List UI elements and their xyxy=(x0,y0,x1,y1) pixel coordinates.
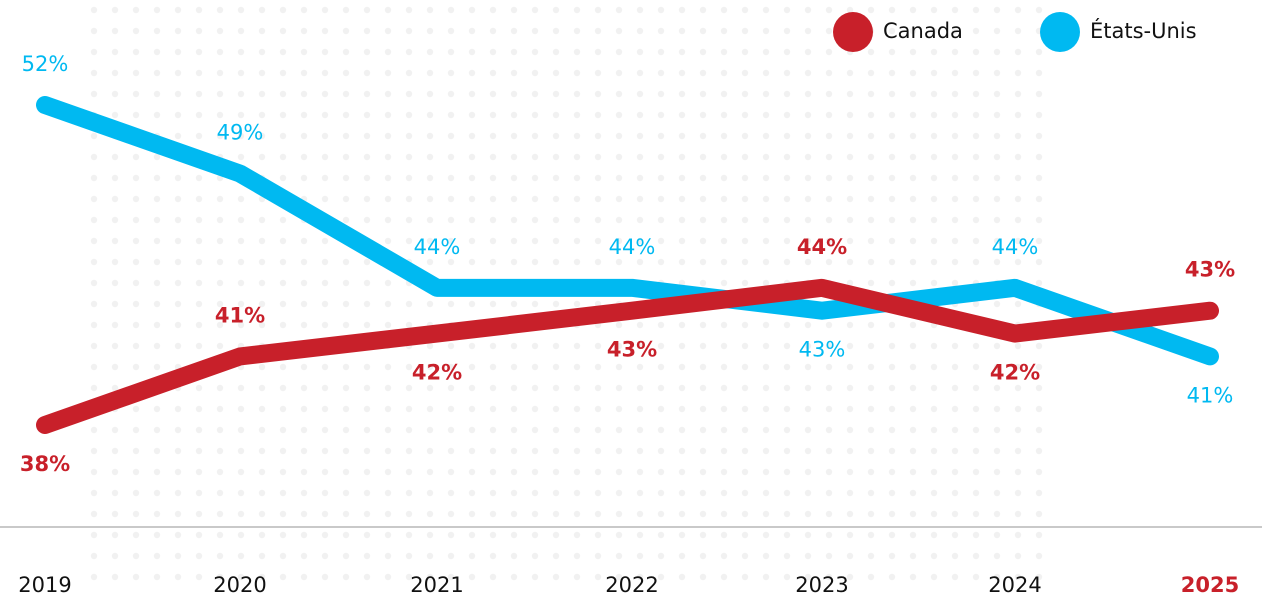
data-label: 52% xyxy=(22,52,69,76)
x-tick-label: 2021 xyxy=(410,573,463,597)
x-tick-label: 2022 xyxy=(605,573,658,597)
data-label: 44% xyxy=(992,235,1039,259)
data-label: 38% xyxy=(20,452,70,476)
data-label: 41% xyxy=(215,303,265,327)
series-line xyxy=(36,96,1219,366)
data-label: 43% xyxy=(607,338,657,362)
data-label: 41% xyxy=(1187,383,1234,407)
data-label: 44% xyxy=(609,235,656,259)
x-tick-label: 2019 xyxy=(18,573,71,597)
data-label: 44% xyxy=(414,235,461,259)
data-label: 42% xyxy=(412,361,462,385)
data-label: 42% xyxy=(990,361,1040,385)
x-tick-label: 2020 xyxy=(213,573,266,597)
data-label: 44% xyxy=(797,235,847,259)
x-tick-label: 2025 xyxy=(1181,573,1239,597)
data-label: 43% xyxy=(799,338,846,362)
legend-swatch xyxy=(833,12,873,52)
x-tick-label: 2023 xyxy=(795,573,848,597)
data-label: 49% xyxy=(217,121,264,145)
series-line xyxy=(36,278,1219,434)
legend-swatch xyxy=(1040,12,1080,52)
data-label: 43% xyxy=(1185,258,1235,282)
legend-label: Canada xyxy=(883,19,963,43)
x-tick-label: 2024 xyxy=(988,573,1041,597)
legend-label: États-Unis xyxy=(1090,18,1197,43)
